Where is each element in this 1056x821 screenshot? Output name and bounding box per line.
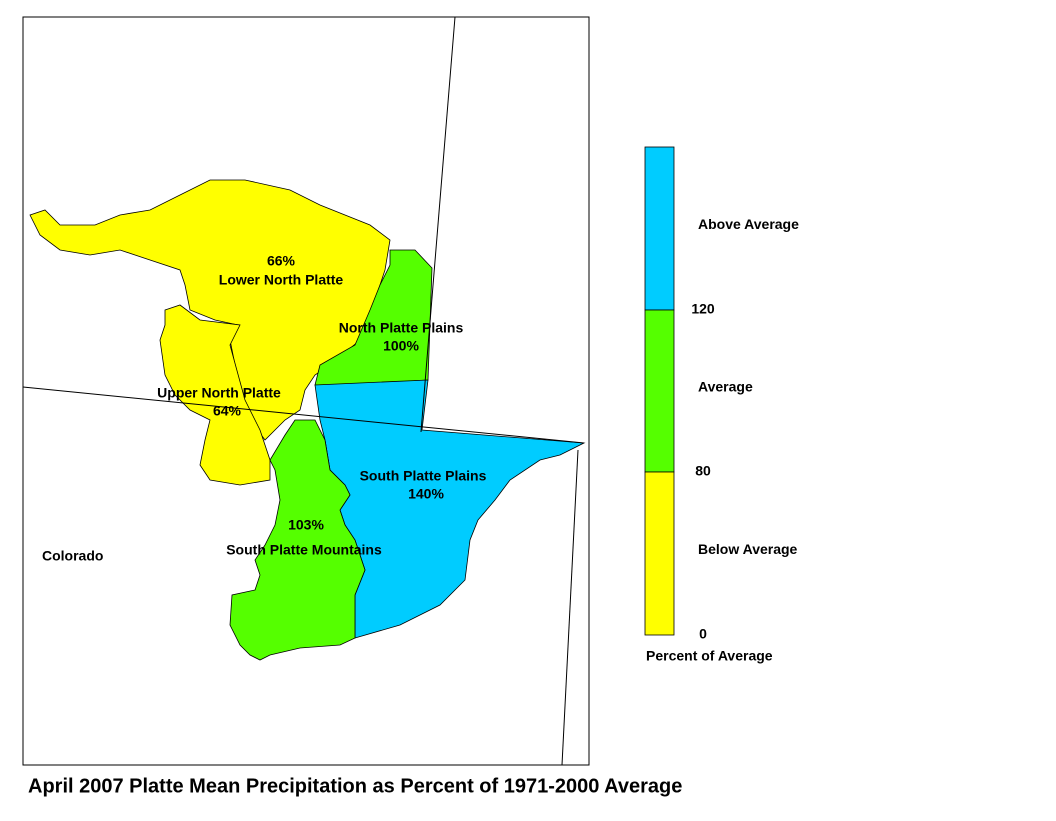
- region-name: South Platte Mountains: [226, 542, 382, 558]
- legend: Above Average Average Below Average 120 80 0 P…: [644, 146, 799, 664]
- region: [29, 179, 391, 441]
- region-percent: 100%: [383, 338, 419, 354]
- boundary-line: [420, 16, 456, 433]
- regions: [29, 179, 586, 661]
- region-name: North Platte Plains: [339, 320, 464, 336]
- region-percent: 140%: [408, 486, 444, 502]
- region-name: Lower North Platte: [219, 272, 344, 288]
- legend-title: Percent of Average: [646, 648, 773, 664]
- legend-class-label: Below Average: [698, 541, 798, 557]
- region-percent: 64%: [213, 403, 242, 419]
- legend-class-label: Average: [698, 379, 753, 395]
- region: [229, 419, 366, 661]
- region-name: Upper North Platte: [157, 385, 281, 401]
- map-title: April 2007 Platte Mean Precipitation as …: [28, 775, 682, 797]
- region-labels: Lower North Platte 66% Upper North Platte 6…: [157, 253, 486, 558]
- legend-class-label: Above Average: [698, 216, 799, 232]
- region-percent: 103%: [288, 517, 324, 533]
- legend-swatch: [644, 309, 675, 473]
- state-label: Colorado: [42, 548, 103, 564]
- region: [314, 249, 433, 386]
- legend-break-label: 0: [699, 626, 707, 642]
- legend-break-label: 80: [695, 463, 711, 479]
- boundary-line: [561, 449, 579, 766]
- legend-break-label: 120: [691, 301, 715, 317]
- map-frame: [22, 16, 590, 766]
- region-name: South Platte Plains: [360, 468, 487, 484]
- legend-swatch: [644, 146, 675, 311]
- legend-swatch: [644, 471, 675, 636]
- boundary-line: [22, 386, 585, 444]
- region: [159, 304, 271, 486]
- state-boundaries: [22, 16, 585, 766]
- region-percent: 66%: [267, 253, 296, 269]
